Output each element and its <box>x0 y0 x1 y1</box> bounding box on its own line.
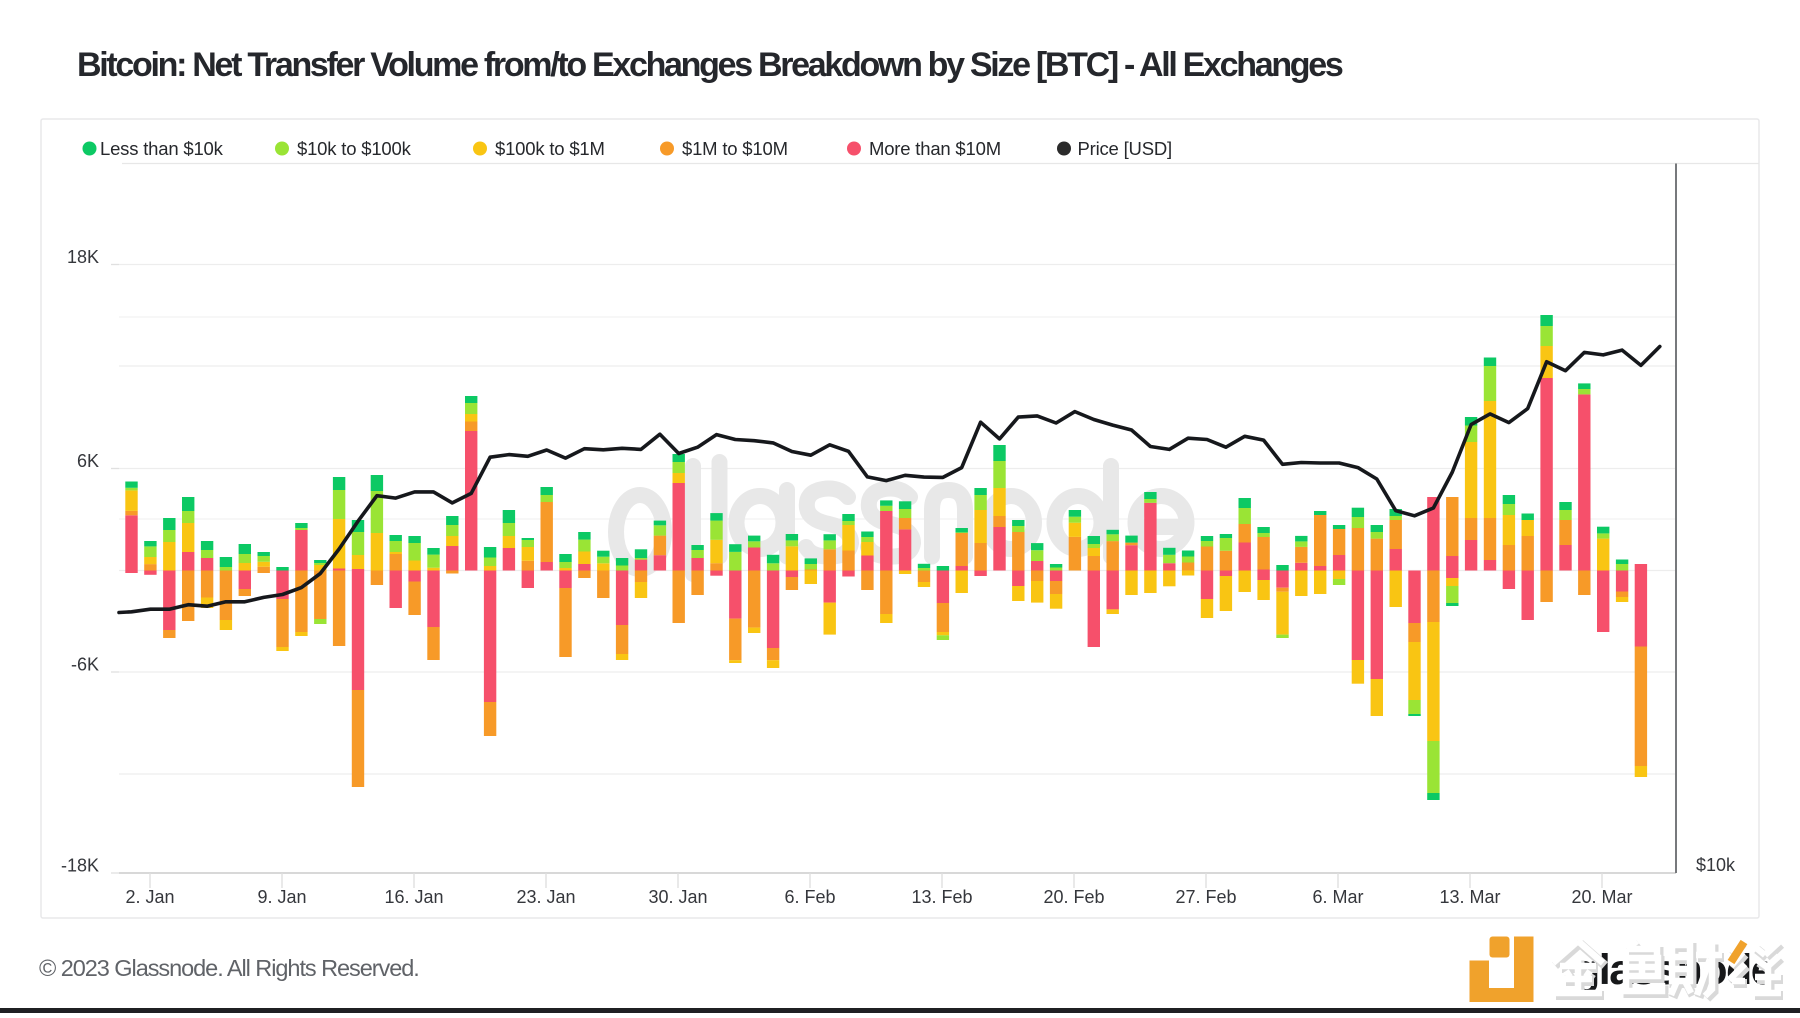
svg-text:Bitcoin: Net Transfer Volume f: Bitcoin: Net Transfer Volume from/to Exc… <box>77 46 1343 84</box>
svg-text:6. Feb: 6. Feb <box>784 887 835 907</box>
svg-text:Price [USD]: Price [USD] <box>1078 138 1172 159</box>
svg-text:18K: 18K <box>67 247 99 267</box>
svg-text:16. Jan: 16. Jan <box>384 887 443 907</box>
svg-text:More than $10M: More than $10M <box>869 138 1001 159</box>
svg-text:30. Jan: 30. Jan <box>648 887 707 907</box>
svg-text:$100k to $1M: $100k to $1M <box>495 138 605 159</box>
svg-text:-6K: -6K <box>71 655 99 675</box>
svg-text:Less than $10k: Less than $10k <box>100 138 224 159</box>
svg-text:2. Jan: 2. Jan <box>125 887 174 907</box>
svg-text:© 2023 Glassnode. All Rights R: © 2023 Glassnode. All Rights Reserved. <box>39 955 419 981</box>
svg-text:-18K: -18K <box>61 856 99 876</box>
svg-text:13. Feb: 13. Feb <box>911 887 972 907</box>
svg-text:20. Feb: 20. Feb <box>1043 887 1104 907</box>
svg-text:20. Mar: 20. Mar <box>1571 887 1632 907</box>
svg-text:$10k to $100k: $10k to $100k <box>297 138 412 159</box>
svg-text:13. Mar: 13. Mar <box>1439 887 1500 907</box>
svg-text:27. Feb: 27. Feb <box>1175 887 1236 907</box>
svg-text:6K: 6K <box>77 451 99 471</box>
svg-text:6. Mar: 6. Mar <box>1312 887 1363 907</box>
svg-text:9. Jan: 9. Jan <box>257 887 306 907</box>
svg-text:$1M to $10M: $1M to $10M <box>682 138 788 159</box>
svg-text:$10k: $10k <box>1696 855 1736 875</box>
svg-text:23. Jan: 23. Jan <box>516 887 575 907</box>
